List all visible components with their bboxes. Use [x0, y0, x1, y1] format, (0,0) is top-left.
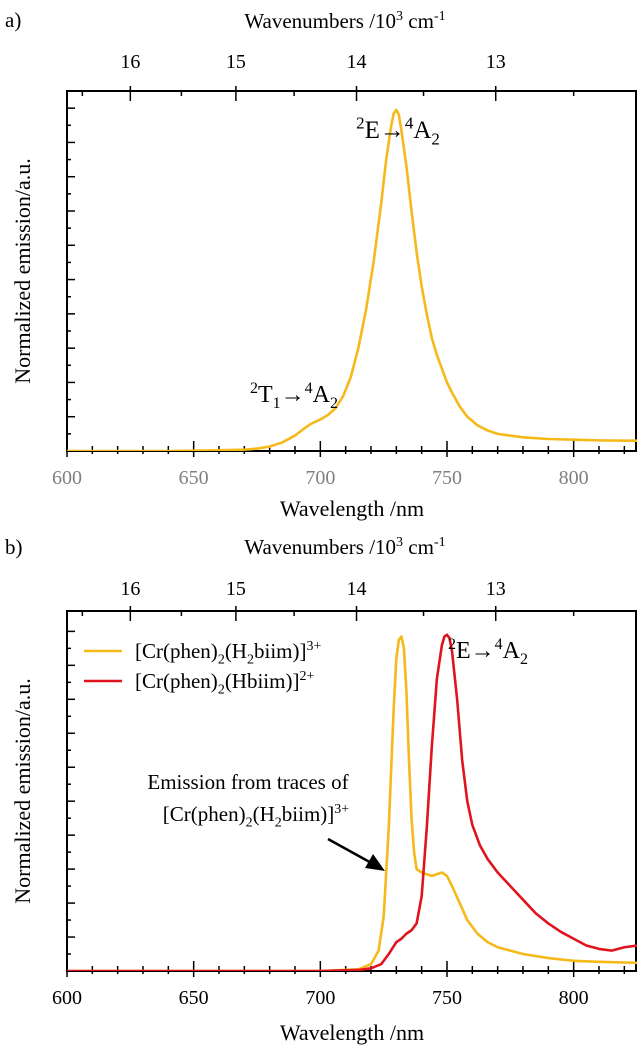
series-line-2 [67, 633, 637, 971]
x-tick-label: 700 [305, 987, 335, 1009]
top-tick-label: 14 [347, 578, 367, 600]
legend-label-1: [Cr(phen)2(H2biim)]3+ [135, 639, 321, 667]
x-tick-label: 650 [179, 987, 209, 1009]
top-tick-label: 15 [226, 51, 246, 73]
x-tick-label: 650 [179, 467, 209, 489]
top-axis-label: Wavenumbers /103 cm-1 [244, 535, 445, 559]
annotation-arrow [327, 837, 376, 867]
series-line-1 [67, 635, 637, 971]
annotation-minor: 2T1→4A2 [250, 380, 338, 412]
x-tick-label: 600 [52, 987, 82, 1009]
annotation-main: 2E→4A2 [448, 636, 528, 668]
x-axis-label: Wavelength /nm [280, 1020, 424, 1045]
annotation-main: 2E→4A2 [356, 114, 440, 149]
y-axis-label: Normalized emission/a.u. [10, 678, 35, 903]
legend-label-2: [Cr(phen)2(Hbiim)]2+ [135, 669, 314, 697]
chart-panel-a: a) 600 650 700 750 800 16 15 14 13 Wavenumbers /10… [5, 8, 637, 521]
annotation-arrowhead [365, 854, 385, 871]
top-tick-label: 13 [486, 578, 506, 600]
series-line-1 [67, 108, 637, 451]
top-tick-label: 13 [486, 51, 506, 73]
x-tick-label: 750 [432, 987, 462, 1009]
annotation-note-line1: Emission from traces of [147, 770, 348, 794]
panel-label: a) [5, 8, 21, 32]
x-tick-label: 600 [52, 467, 82, 489]
top-tick-label: 16 [120, 51, 140, 73]
panel-label: b) [5, 535, 23, 559]
x-axis-label: Wavelength /nm [280, 496, 424, 521]
plot-frame [66, 90, 637, 452]
x-tick-label: 750 [432, 467, 462, 489]
chart-panel-b: b) 600 650 700 750 800 16 15 14 13 Wavenumbers /10… [5, 535, 637, 1045]
top-tick-label: 14 [347, 51, 367, 73]
top-tick-label: 16 [120, 578, 140, 600]
x-tick-label: 800 [559, 467, 589, 489]
top-axis-label: Wavenumbers /103 cm-1 [244, 9, 445, 33]
x-tick-label: 700 [305, 467, 335, 489]
top-tick-label: 15 [226, 578, 246, 600]
legend [84, 649, 122, 683]
y-axis-label: Normalized emission/a.u. [10, 158, 35, 383]
x-tick-label: 800 [559, 987, 589, 1009]
annotation-note-line2: [Cr(phen)2(H2biim)]3+ [163, 802, 349, 830]
